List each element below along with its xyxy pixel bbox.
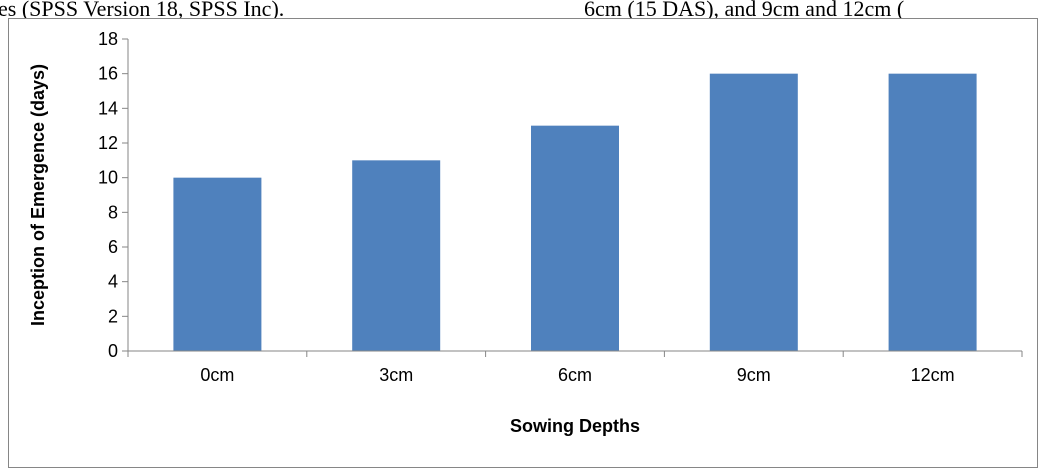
x-tick-label: 12cm [911, 365, 955, 385]
y-tick-label: 14 [98, 98, 118, 118]
x-tick-label: 6cm [558, 365, 592, 385]
bar-3cm [352, 160, 441, 351]
y-axis-ticks: 0 2 4 6 8 10 12 14 16 18 [98, 29, 128, 361]
x-tick-label: 3cm [379, 365, 413, 385]
y-axis-title: Inception of Emergence (days) [28, 64, 48, 326]
y-tick-label: 2 [108, 306, 118, 326]
bar-0cm [173, 177, 262, 351]
y-tick-label: 4 [108, 272, 118, 292]
bar-9cm [709, 73, 798, 352]
x-axis-ticks: 0cm 3cm 6cm 9cm 12cm [127, 351, 1023, 385]
y-tick-label: 10 [98, 168, 118, 188]
bar-6cm [531, 125, 619, 352]
y-tick-label: 16 [98, 64, 118, 84]
bar-12cm [888, 73, 977, 352]
page-text-right: 6cm (15 DAS), and 9cm and 12cm ( [584, 0, 905, 21]
y-tick-label: 18 [98, 29, 118, 49]
bars [173, 73, 977, 352]
y-tick-label: 6 [108, 237, 118, 257]
page-text-fragment: es (SPSS Version 18, SPSS Inc). 6cm (15 … [0, 0, 1039, 22]
y-tick-label: 0 [108, 341, 118, 361]
x-tick-label: 0cm [200, 365, 234, 385]
page-text-left: es (SPSS Version 18, SPSS Inc). [0, 0, 285, 21]
y-tick-label: 8 [108, 202, 118, 222]
x-tick-label: 9cm [737, 365, 771, 385]
x-axis-title: Sowing Depths [510, 416, 640, 436]
y-tick-label: 12 [98, 133, 118, 153]
